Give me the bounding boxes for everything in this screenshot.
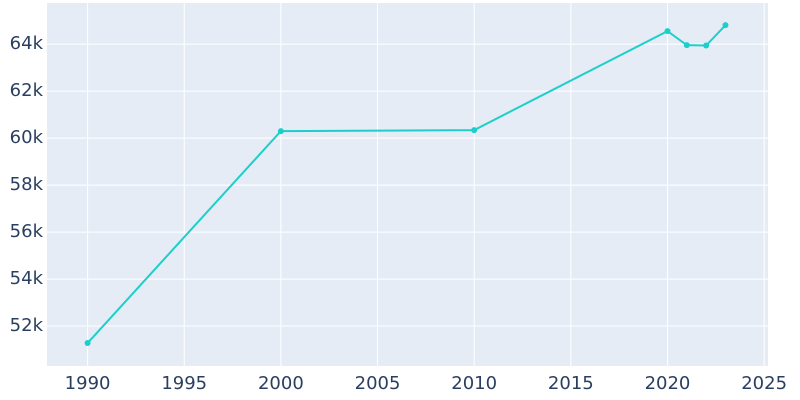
y-tick-label: 58k: [10, 174, 44, 195]
x-tick-label: 2005: [355, 373, 401, 394]
y-tick-label: 62k: [10, 80, 44, 101]
y-tick-label: 54k: [10, 268, 44, 289]
x-tick-label: 2000: [258, 373, 304, 394]
y-tick-label: 56k: [10, 221, 44, 242]
point: [471, 127, 478, 134]
point: [664, 28, 671, 35]
y-tick-label: 52k: [10, 315, 44, 336]
x-tick-label: 2010: [451, 373, 497, 394]
y-tick-label: 60k: [10, 127, 44, 148]
x-tick-label: 2015: [548, 373, 594, 394]
point: [722, 22, 729, 29]
x-tick-label: 1995: [161, 373, 207, 394]
x-tick-label: 1990: [65, 373, 111, 394]
x-tick-label: 2020: [645, 373, 691, 394]
x-tick-label: 2025: [741, 373, 787, 394]
point: [277, 128, 284, 135]
point: [703, 42, 710, 49]
plot-area: [47, 3, 768, 366]
y-tick-label: 64k: [10, 33, 44, 54]
point: [683, 42, 690, 49]
point: [84, 340, 91, 347]
